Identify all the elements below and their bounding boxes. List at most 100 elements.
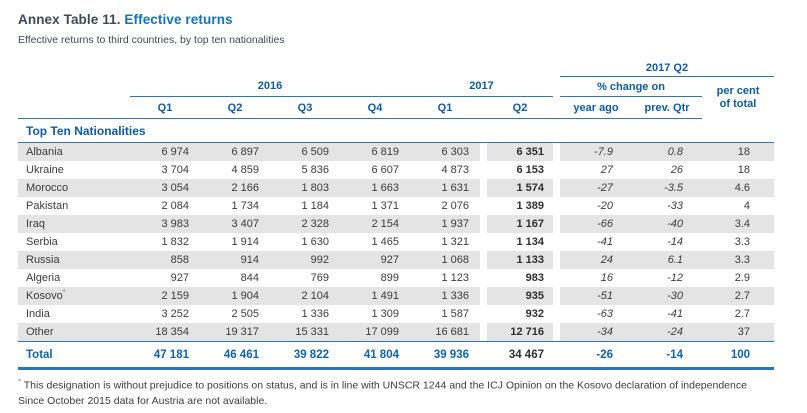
column-gutter — [480, 269, 487, 287]
cell: 914 — [200, 251, 270, 269]
column-gutter — [553, 197, 560, 215]
footnote-marker: ° — [18, 377, 21, 386]
total-row: Total 47 181 46 461 39 822 41 804 39 936 34 46… — [18, 341, 775, 370]
column-gutter — [553, 161, 560, 179]
cell: 1 914 — [231, 236, 259, 248]
section-header-row: Top Ten Nationalities — [18, 118, 775, 143]
column-gutter — [553, 76, 560, 97]
cell: 4 859 — [231, 164, 259, 176]
cell: 983 — [525, 272, 544, 284]
cell: 2 166 — [200, 179, 270, 197]
cell: -3.5 — [632, 179, 702, 197]
cell: 16 681 — [410, 323, 480, 342]
table-number: Annex Table 11. — [18, 12, 121, 27]
cell: -33 — [667, 200, 683, 212]
col-header-q1-2016: Q1 — [130, 96, 200, 119]
cell: 4.6 — [702, 179, 775, 197]
column-gutter — [553, 305, 560, 323]
row-label: Ukraine — [26, 164, 64, 176]
cell: 3 252 — [161, 308, 189, 320]
cell: 1 134 — [516, 236, 544, 248]
cell: 100 — [702, 341, 775, 370]
table-row: Serbia 1 832 1 914 1 630 1 465 1 321 1 134 -41 -… — [18, 233, 774, 251]
column-gutter — [480, 251, 487, 269]
column-gutter — [553, 96, 560, 119]
table-row: Albania 6 974 6 897 6 509 6 819 6 303 6 351 -7.… — [18, 142, 775, 161]
col-header-prev-qtr: prev. Qtr — [632, 96, 702, 119]
cell: -51 — [560, 287, 632, 305]
group-2016: 2016 — [130, 76, 410, 97]
cell: 1 321 — [441, 236, 469, 248]
cell: 6 897 — [200, 142, 270, 161]
cell: 46 461 — [200, 341, 270, 370]
cell: 39 822 — [270, 341, 340, 370]
cell: 1 336 — [410, 287, 480, 305]
cell: 1 371 — [371, 200, 399, 212]
column-gutter — [480, 197, 487, 215]
table-row: Other 18 354 19 317 15 331 17 099 16 681 12 71… — [18, 323, 775, 342]
column-gutter — [480, 179, 487, 197]
per-cent-line1: per cent — [716, 84, 760, 97]
col-header-q2-2016: Q2 — [200, 96, 270, 119]
cell: -24 — [632, 323, 702, 342]
column-gutter — [480, 161, 487, 179]
column-gutter — [480, 233, 487, 251]
cell: 34 467 — [487, 341, 553, 370]
cell: 1 663 — [340, 179, 410, 197]
column-gutter — [480, 341, 487, 370]
row-label: Pakistan — [26, 200, 69, 212]
cell: 1 167 — [487, 215, 553, 233]
column-gutter — [553, 287, 560, 305]
cell: 5 836 — [301, 164, 329, 176]
cell: 18 354 — [130, 323, 200, 342]
table-body: Albania 6 974 6 897 6 509 6 819 6 303 6 351 -7.… — [18, 142, 775, 370]
cell: 2 154 — [340, 215, 410, 233]
column-gutter — [553, 142, 560, 161]
header-row-groups: 2016 2017 % change on per cent of total — [18, 76, 774, 110]
cell: 2.7 — [702, 287, 775, 305]
header-spacer — [18, 96, 130, 119]
header-row-quarters: Q1 Q2 Q3 Q4 Q1 Q2 year ago prev. Qtr — [18, 96, 774, 119]
cell: 6 153 — [516, 164, 544, 176]
cell: 2 505 — [231, 308, 259, 320]
cell: 927 — [170, 272, 189, 284]
table-row: Ukraine 3 704 4 859 5 836 6 607 4 873 6 153 27 2… — [18, 161, 774, 179]
row-label: Serbia — [26, 236, 58, 248]
cell: 1 389 — [516, 200, 544, 212]
page-title: Annex Table 11. Effective returns — [18, 12, 807, 27]
cell: 41 804 — [340, 341, 410, 370]
cell: 6 351 — [487, 142, 553, 161]
cell: 1 068 — [410, 251, 480, 269]
cell: -7.9 — [560, 142, 632, 161]
section-label: Top Ten Nationalities — [18, 118, 775, 143]
cell: 3 407 — [200, 215, 270, 233]
cell: 18 — [702, 142, 775, 161]
cell: 17 099 — [340, 323, 410, 342]
group-2017: 2017 — [410, 76, 553, 97]
group-pct-change: % change on — [560, 76, 702, 97]
table-row: Morocco 3 054 2 166 1 803 1 663 1 631 1 574 -27… — [18, 179, 775, 197]
column-gutter — [480, 96, 487, 119]
cell: 2 104 — [270, 287, 340, 305]
row-label: Algeria — [26, 272, 61, 284]
cell: -14 — [632, 341, 702, 370]
cell: 0.8 — [632, 142, 702, 161]
column-gutter — [553, 251, 560, 269]
cell: 6 974 — [130, 142, 200, 161]
cell: 3.3 — [702, 251, 775, 269]
cell: 858 — [130, 251, 200, 269]
col-header-q1-2017: Q1 — [410, 96, 480, 119]
cell: -63 — [597, 308, 613, 320]
col-header-q3-2016: Q3 — [270, 96, 340, 119]
cell: 18 — [737, 164, 751, 176]
cell: 844 — [240, 272, 259, 284]
cell: 37 — [702, 323, 775, 342]
cell: 769 — [310, 272, 329, 284]
cell: 26 — [670, 164, 683, 176]
row-label: Russia — [18, 251, 130, 269]
cell: 2 159 — [130, 287, 200, 305]
cell: -20 — [597, 200, 613, 212]
cell: 6 607 — [371, 164, 399, 176]
cell: 15 331 — [270, 323, 340, 342]
cell: -66 — [560, 215, 632, 233]
